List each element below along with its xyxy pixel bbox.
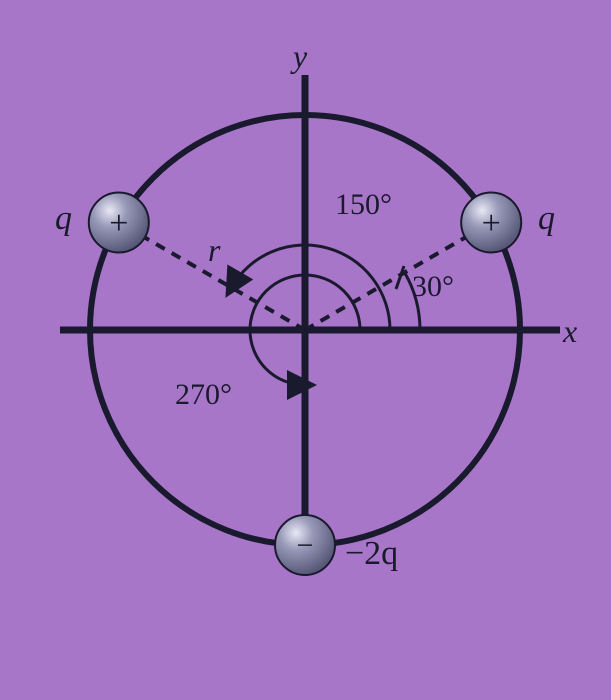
angle-label-270: 270° [175, 378, 232, 412]
charge-label-30: q [538, 200, 555, 238]
svg-text:+: + [482, 205, 501, 242]
svg-text:+: + [109, 205, 128, 242]
svg-text:−: − [297, 529, 314, 562]
arc-150 [231, 245, 390, 330]
tick-30 [396, 266, 404, 289]
angle-label-30: 30° [412, 270, 454, 304]
charge-label-270: −2q [345, 535, 398, 573]
y-axis-label: y [293, 38, 307, 75]
radius-label: r [208, 232, 220, 269]
charge-150: + [89, 193, 149, 253]
radius-line-30 [305, 223, 491, 331]
physics-charge-diagram: + + − [0, 0, 611, 700]
angle-label-150: 150° [335, 188, 392, 222]
charge-label-150: q [55, 200, 72, 238]
charge-270: − [275, 515, 335, 575]
x-axis-label: x [563, 313, 577, 350]
charge-30: + [461, 193, 521, 253]
